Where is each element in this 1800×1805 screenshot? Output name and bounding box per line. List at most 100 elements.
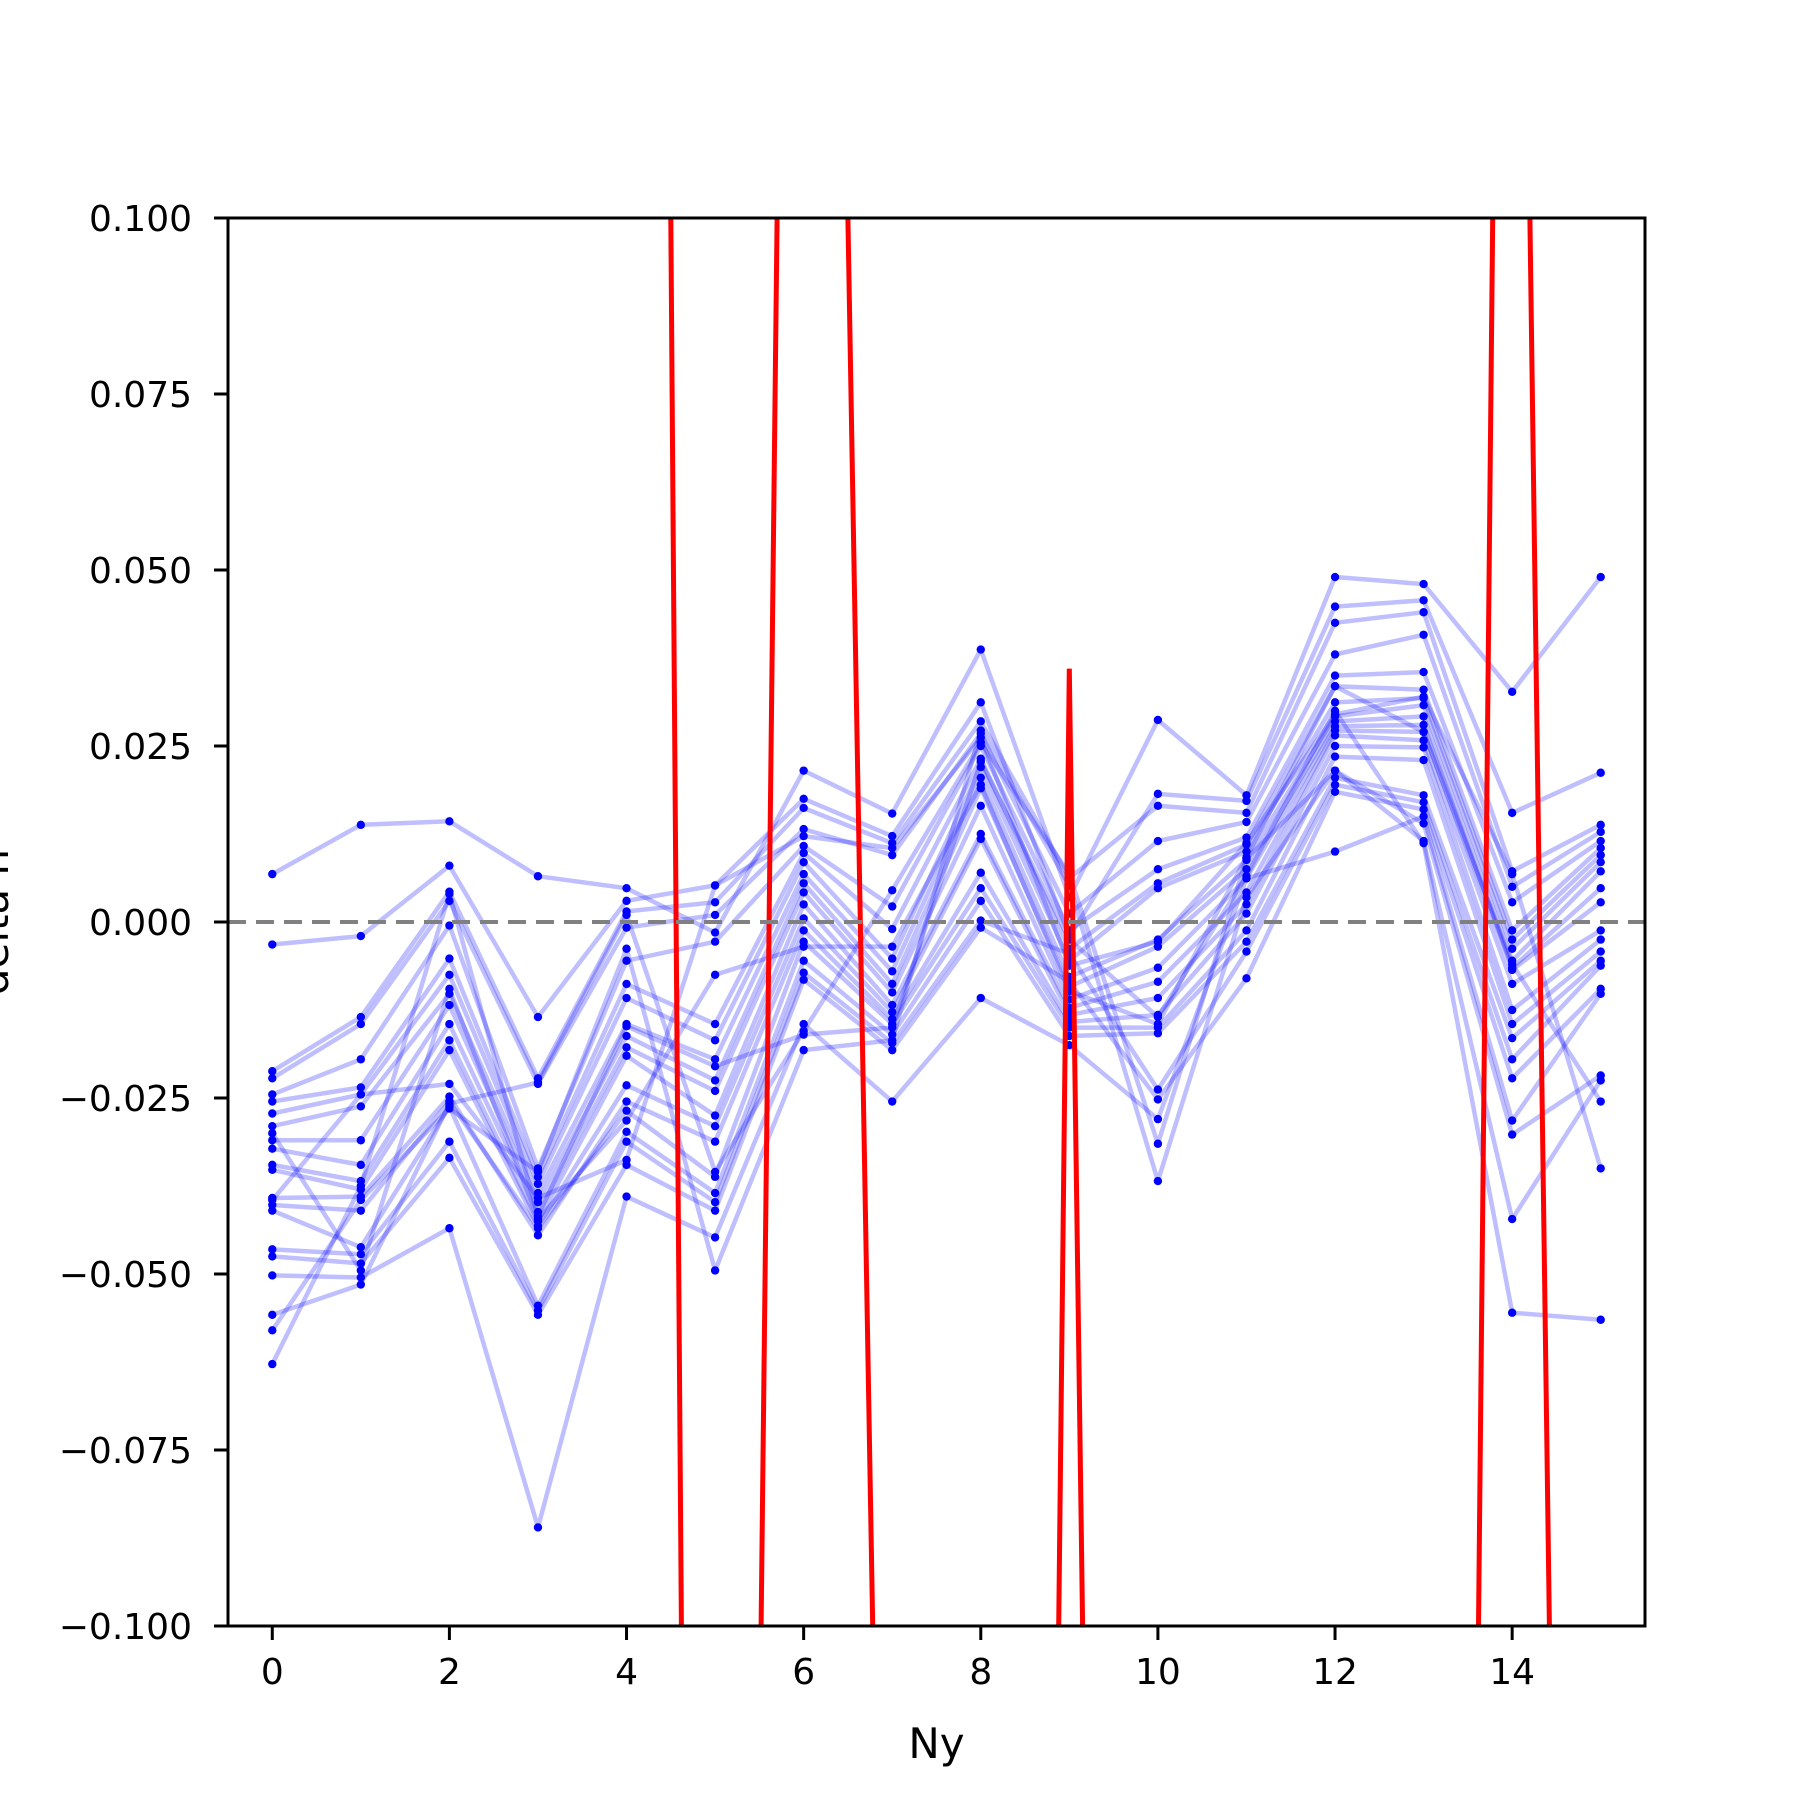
- data-point: [1242, 872, 1251, 881]
- data-point: [356, 1181, 366, 1191]
- x-axis: 0 2 4 6 8 10 12 14: [261, 1626, 1535, 1693]
- data-point: [1153, 1029, 1163, 1038]
- data-point: [799, 900, 808, 909]
- data-point: [1419, 692, 1428, 701]
- data-point: [1330, 787, 1340, 796]
- data-point: [710, 970, 720, 979]
- ensemble-series-line: [271, 669, 1602, 1171]
- data-point: [1419, 838, 1428, 848]
- data-point: [710, 1086, 720, 1096]
- data-point: [1596, 947, 1605, 956]
- data-point: [1330, 752, 1340, 761]
- data-point: [356, 1055, 366, 1064]
- data-point: [976, 717, 985, 726]
- data-point: [976, 698, 985, 707]
- data-point: [1596, 836, 1605, 846]
- ensemble-series-line: [272, 782, 1603, 1313]
- ensemble-series-line: [270, 728, 1603, 1332]
- data-point: [622, 944, 631, 953]
- data-point: [799, 942, 808, 951]
- data-point: [622, 1116, 631, 1125]
- data-point: [268, 1090, 277, 1099]
- data-point: [799, 857, 808, 867]
- data-point: [1419, 579, 1428, 589]
- data-point: [888, 1007, 897, 1017]
- data-point: [1596, 768, 1605, 777]
- data-point: [888, 850, 897, 860]
- data-point: [533, 1012, 543, 1022]
- data-point: [622, 1127, 631, 1136]
- data-point: [268, 1245, 277, 1254]
- data-point: [710, 1019, 720, 1029]
- data-point: [1507, 926, 1517, 935]
- data-point: [1330, 766, 1340, 775]
- data-point: [976, 896, 985, 906]
- data-point: [533, 1214, 543, 1224]
- x-tick-label: 8: [969, 1652, 992, 1693]
- data-point: [799, 968, 808, 977]
- data-point: [1153, 789, 1163, 799]
- data-point: [888, 954, 897, 963]
- data-point: [976, 801, 985, 811]
- data-point: [710, 1137, 720, 1146]
- data-point: [1507, 882, 1517, 891]
- data-point: [888, 979, 897, 989]
- ensemble-series-line: [271, 702, 1603, 1196]
- data-point: [1153, 1139, 1163, 1148]
- data-point: [976, 726, 985, 735]
- data-point: [1419, 596, 1428, 605]
- data-point: [356, 1136, 366, 1145]
- data-point: [976, 757, 985, 766]
- data-point: [268, 1359, 277, 1369]
- data-point: [1330, 847, 1340, 856]
- data-point: [710, 1188, 720, 1198]
- data-point: [356, 1206, 366, 1215]
- data-point: [622, 884, 631, 893]
- ensemble-series-line: [271, 609, 1602, 1081]
- data-point: [799, 803, 808, 813]
- data-point: [622, 1043, 631, 1052]
- data-point: [1596, 850, 1605, 860]
- data-point: [1242, 796, 1251, 806]
- data-point: [710, 898, 720, 907]
- data-point: [710, 1111, 720, 1120]
- data-point: [799, 879, 808, 888]
- y-tick-label: 0.000: [89, 903, 192, 944]
- data-point: [445, 1036, 454, 1045]
- data-point: [533, 1167, 543, 1177]
- data-point: [1153, 1019, 1163, 1029]
- data-point: [1330, 698, 1340, 707]
- data-point: [1596, 1315, 1605, 1324]
- data-point: [710, 1121, 720, 1131]
- data-point: [268, 1165, 277, 1175]
- points-layer: [268, 572, 1605, 1532]
- ensemble-series-line: [270, 708, 1601, 1366]
- x-axis-title: Ny: [908, 1719, 964, 1768]
- data-point: [268, 1074, 277, 1083]
- data-point: [356, 1259, 366, 1268]
- data-point: [445, 984, 454, 994]
- data-point: [976, 733, 985, 742]
- data-point: [622, 979, 631, 989]
- y-axis: 0.100 0.075 0.050 0.025 0.000 −0.025 −0.050 −0.…: [59, 199, 228, 1648]
- y-tick-label: −0.100: [59, 1607, 192, 1648]
- ensemble-series-line: [271, 733, 1602, 1229]
- data-point: [1330, 741, 1340, 751]
- x-tick-label: 4: [615, 1652, 638, 1693]
- data-point: [268, 1326, 277, 1335]
- data-point: [1330, 618, 1340, 627]
- data-point: [1419, 736, 1428, 745]
- x-tick-label: 2: [438, 1652, 461, 1693]
- data-point: [1242, 926, 1251, 935]
- data-point: [622, 1155, 631, 1165]
- data-point: [445, 1000, 454, 1010]
- data-point: [710, 1076, 720, 1085]
- data-point: [710, 881, 720, 890]
- data-point: [356, 1243, 366, 1252]
- data-point: [1507, 944, 1517, 953]
- data-point: [356, 1250, 366, 1259]
- data-point: [1419, 812, 1428, 821]
- data-point: [888, 1036, 897, 1045]
- data-point: [445, 889, 454, 899]
- data-point: [445, 1045, 454, 1055]
